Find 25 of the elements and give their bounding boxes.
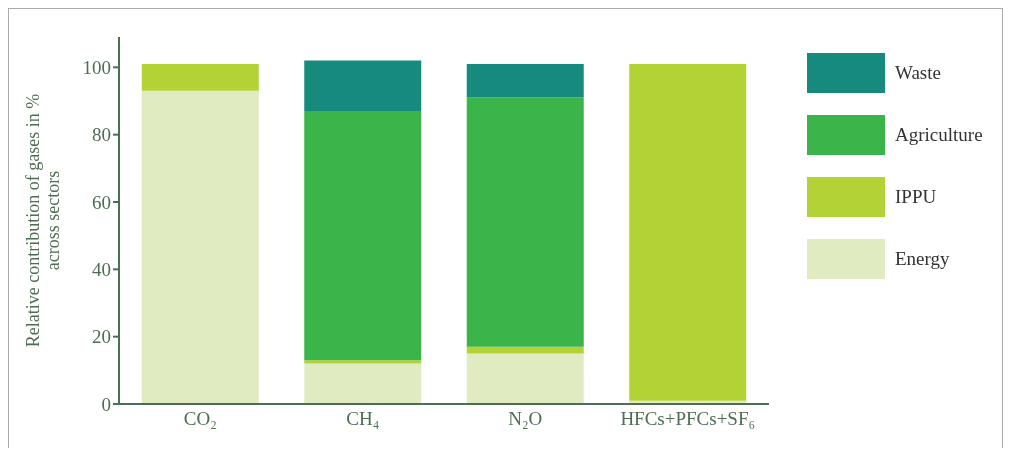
legend-label: Energy [895,248,950,270]
x-tick-label: CO₂ [183,408,217,430]
y-axis-title: Relative contribution of gases in % across sectors [23,93,63,348]
bar [141,90,259,404]
y-tick-label: 80 [92,124,111,146]
legend-label: Agriculture [895,124,983,146]
bar [466,97,584,347]
bar [304,363,422,404]
y-tick-label: 60 [92,191,111,213]
bar [629,63,747,401]
bar [466,63,584,98]
y-tick-label: 20 [92,326,111,348]
y-tick-label: 100 [82,57,111,79]
bar [304,111,422,361]
bar [141,63,259,91]
legend-label: IPPU [895,186,937,208]
x-tick-label: CH₄ [346,408,380,430]
legend-label: Waste [895,62,941,84]
bar [304,360,422,364]
bar [466,353,584,404]
x-tick-label: N₂O [508,408,543,430]
y-tick-label: 40 [92,259,111,281]
x-tick-label: HFCs+PFCs+SF₆ [620,408,756,430]
bar [304,60,422,112]
y-tick-label: 0 [101,393,111,415]
